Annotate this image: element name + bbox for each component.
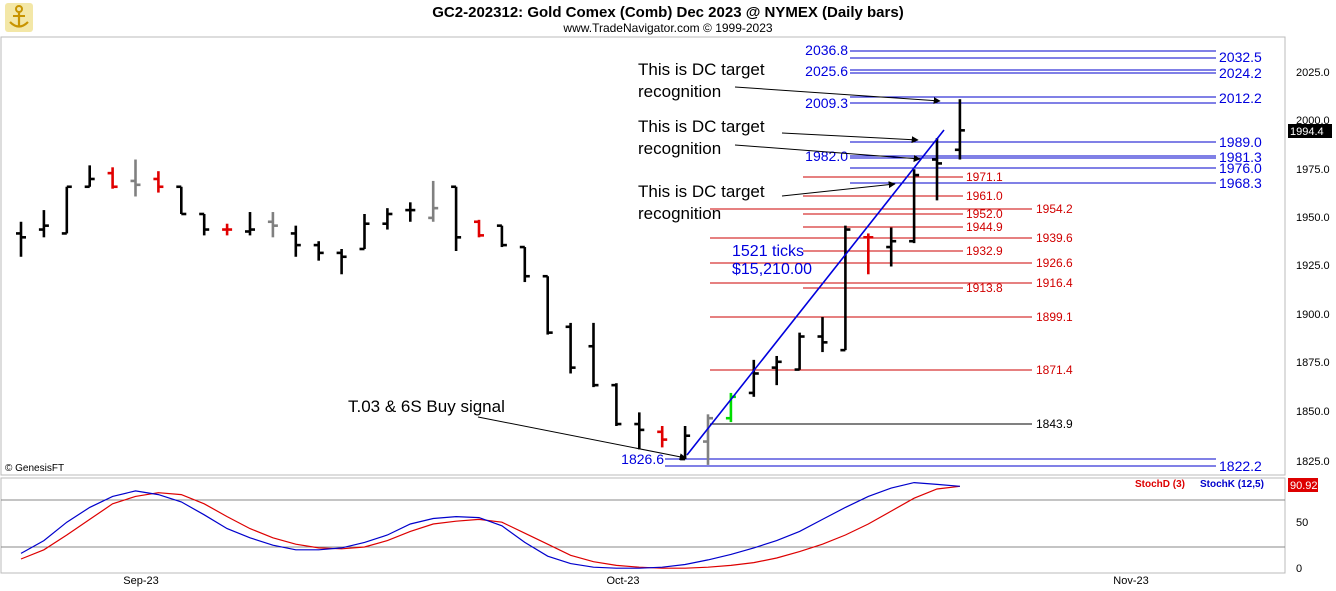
annotation-text: recognition [638,139,721,158]
credit-text: © GenesisFT [5,463,64,474]
level-label: 1916.4 [1036,276,1073,290]
level-label: 1976.0 [1219,160,1262,176]
annotation-text: 1521 ticks [732,243,804,260]
stoch-y-tick: 50 [1296,517,1308,529]
y-tick-label: 1950.0 [1296,212,1330,224]
annotation-text: $15,210.00 [732,261,812,278]
chart-title: GC2-202312: Gold Comex (Comb) Dec 2023 @… [432,4,903,21]
level-label: 1871.4 [1036,363,1073,377]
trend-line [686,129,945,456]
y-tick-label: 1875.0 [1296,357,1330,369]
chart-subtitle: www.TradeNavigator.com © 1999-2023 [562,21,772,35]
annotation-text: This is DC target [638,182,765,201]
level-label: 1913.8 [966,281,1003,295]
level-label: 2012.2 [1219,90,1262,106]
stoch-d-line [20,485,960,569]
level-label: 1971.1 [966,170,1003,184]
level-label: 1961.0 [966,189,1003,203]
y-tick-label: 1925.0 [1296,260,1330,272]
last-price-tag [1288,124,1332,138]
level-label: 2009.3 [805,95,848,111]
stoch-lines [20,481,960,569]
x-tick-label: Sep-23 [123,575,158,587]
level-label: 1968.3 [1219,175,1262,191]
annotation-arrow [781,181,896,197]
annotation-text: This is DC target [638,60,765,79]
annotation-text: recognition [638,204,721,223]
level-label: 1982.0 [805,148,848,164]
y-tick-label: 1850.0 [1296,406,1330,418]
level-label: 1926.6 [1036,256,1073,270]
level-label: 1952.0 [966,207,1003,221]
y-tick-label: 1825.0 [1296,456,1330,468]
level-label: 1843.9 [1036,417,1073,431]
x-tick-label: Oct-23 [606,575,639,587]
annotation-arrow [734,86,941,105]
level-label: 2025.6 [805,63,848,79]
y-tick-label: 1900.0 [1296,309,1330,321]
price-bars [16,99,965,465]
price-pane [0,36,1286,476]
stoch-k-line [20,481,960,569]
annotation-text: This is DC target [638,117,765,136]
header-bg [0,0,1336,36]
level-label: 2032.5 [1219,49,1262,65]
level-label: 1981.3 [1219,149,1262,165]
level-label: 2036.8 [805,42,848,58]
stoch-pane [0,477,1286,574]
level-label: 1932.9 [966,244,1003,258]
stoch-k-legend: StochK (12,5) [1200,479,1264,490]
level-label: 1822.2 [1219,458,1262,474]
level-label: 1944.9 [966,220,1003,234]
last-price-value: 1994.4 [1290,126,1324,138]
stoch-d-legend: StochD (3) [1135,479,1185,490]
annotation-arrow [477,416,687,461]
level-label: 1989.0 [1219,134,1262,150]
ship-anchor-logo-icon [5,3,33,32]
y-tick-label: 2025.0 [1296,67,1330,79]
level-label: 1939.6 [1036,231,1073,245]
stoch-last-value: 90.92 [1290,480,1318,492]
level-label: 1826.6 [621,451,664,467]
y-tick-label: 1975.0 [1296,164,1330,176]
annotation-arrow [734,144,921,163]
annotation-arrow [781,132,919,144]
x-tick-label: Nov-23 [1113,575,1148,587]
level-label: 2024.2 [1219,65,1262,81]
stoch-y-tick: 0 [1296,563,1302,575]
level-label: 1899.1 [1036,310,1073,324]
annotation-text: recognition [638,82,721,101]
support-levels: 1971.1 1961.0 1954.2 1952.0 1944.9 1939.… [710,170,1073,431]
level-label: 1954.2 [1036,202,1073,216]
annotation-text: T.03 & 6S Buy signal [348,397,505,416]
stoch-last-tag [1288,478,1318,492]
